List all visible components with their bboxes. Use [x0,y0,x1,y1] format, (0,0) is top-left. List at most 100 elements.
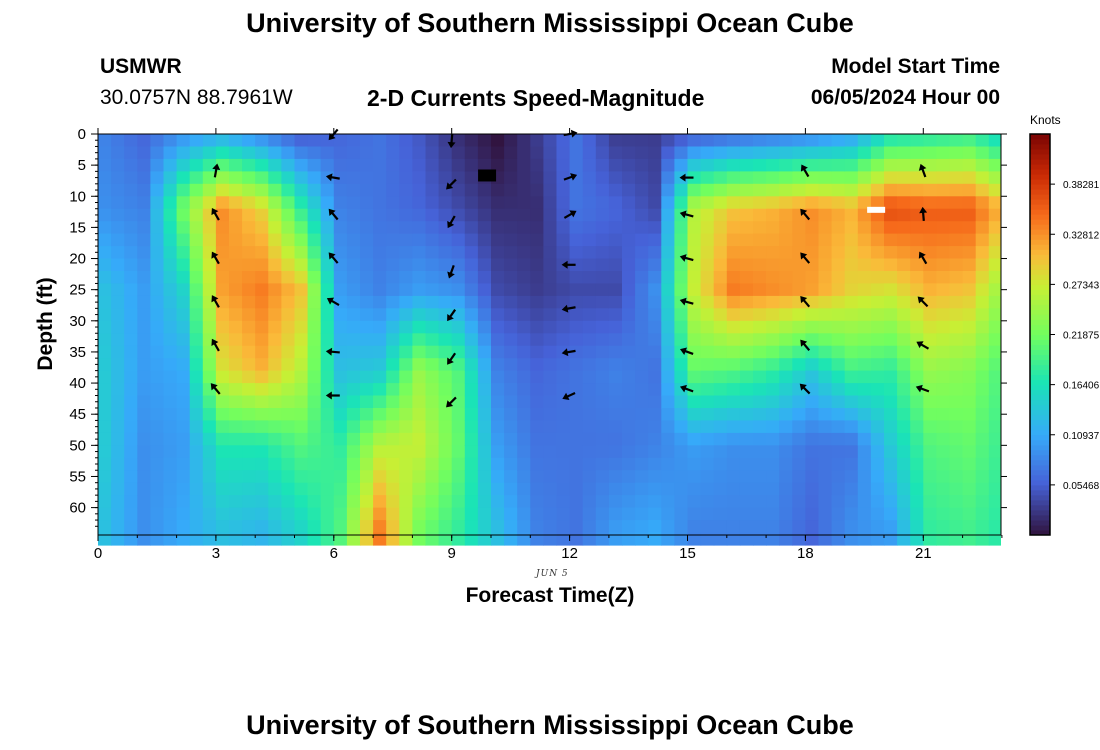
heat-cell [779,295,793,309]
heat-cell [517,134,531,148]
colorbar-segment [1030,164,1050,170]
heat-cell [779,370,793,384]
heat-cell [674,271,689,285]
heat-cell [504,532,518,546]
colorbar-segment [1030,509,1050,516]
heat-cell [163,171,178,185]
heat-cell [111,445,125,459]
heat-cell [346,345,361,359]
heat-cell [870,246,885,260]
heat-cell [831,183,846,197]
heat-cell [687,271,702,285]
heat-cell [346,308,361,322]
heat-cell [975,221,990,235]
heat-cell [988,246,1001,260]
heat-cell [739,395,754,409]
colorbar-segment [1030,454,1050,461]
heat-cell [530,408,544,422]
heat-cell [739,258,754,272]
heat-cell [726,246,741,260]
heat-cell [988,532,1001,546]
heat-cell [805,370,820,384]
heat-cell [425,395,440,409]
heat-cell [360,158,374,172]
heat-cell [936,432,951,446]
heat-cell [412,308,427,322]
heat-cell [622,520,636,534]
heat-cell [962,495,977,509]
heat-cell [491,258,505,272]
heat-cell [844,171,859,185]
heat-cell [674,146,689,160]
heat-cell [399,158,413,172]
heat-cell [818,271,833,285]
heat-cell [870,221,885,235]
heat-cell [242,134,256,148]
heat-cell [98,470,112,484]
colorbar-segment [1030,229,1050,235]
heat-cell [504,196,518,210]
heat-cell [975,482,990,496]
heat-cell [569,395,584,409]
heat-cell [975,345,990,359]
heat-cell [792,408,806,422]
heat-cell [229,420,243,434]
heat-cell [307,196,322,210]
heat-cell [857,308,872,322]
heat-cell [150,345,165,359]
heat-cell [753,482,767,496]
heat-cell [307,383,322,397]
heat-cell [111,520,125,534]
heat-cell [464,370,479,384]
heat-cell [477,358,492,372]
heat-cell [150,457,165,471]
heat-cell [792,420,806,434]
heat-cell [674,432,689,446]
heat-cell [346,146,361,160]
heat-cell [595,134,610,148]
heat-cell [150,258,165,272]
heat-cell [569,221,584,235]
heat-cell [713,333,728,347]
heat-cell [124,482,138,496]
heat-cell [622,233,636,247]
heat-cell [229,183,243,197]
heat-cell [622,383,636,397]
heat-cell [504,333,518,347]
heat-cell [661,395,675,409]
heat-cell [281,233,296,247]
heat-cell [844,258,859,272]
heat-cell [687,258,702,272]
heat-cell [294,183,309,197]
heat-cell [648,233,662,247]
heat-cell [137,495,151,509]
current-vector [211,207,220,221]
heat-cell [753,146,767,160]
heat-cell [189,158,204,172]
heat-cell [753,395,767,409]
current-vector [447,134,456,149]
heat-cell [726,295,741,309]
heat-cell [176,457,191,471]
heat-cell [215,495,230,509]
heat-cell [818,457,833,471]
heat-cell [844,183,859,197]
heat-cell [189,507,204,521]
heat-cell [792,308,806,322]
heat-cell [386,208,400,222]
heat-cell [988,271,1001,285]
heat-cell [346,158,361,172]
heat-cell [163,233,178,247]
heat-cell [936,495,951,509]
heat-cell [897,408,911,422]
station-name: USMWR [100,55,182,78]
heat-cell [451,457,466,471]
x-tick-label: 0 [94,545,102,562]
heat-cell [739,308,754,322]
heat-cell [412,134,427,148]
heat-cell [779,208,793,222]
heat-cell [897,495,911,509]
heat-cell [137,507,151,521]
heat-cell [582,333,597,347]
heat-cell [635,271,649,285]
